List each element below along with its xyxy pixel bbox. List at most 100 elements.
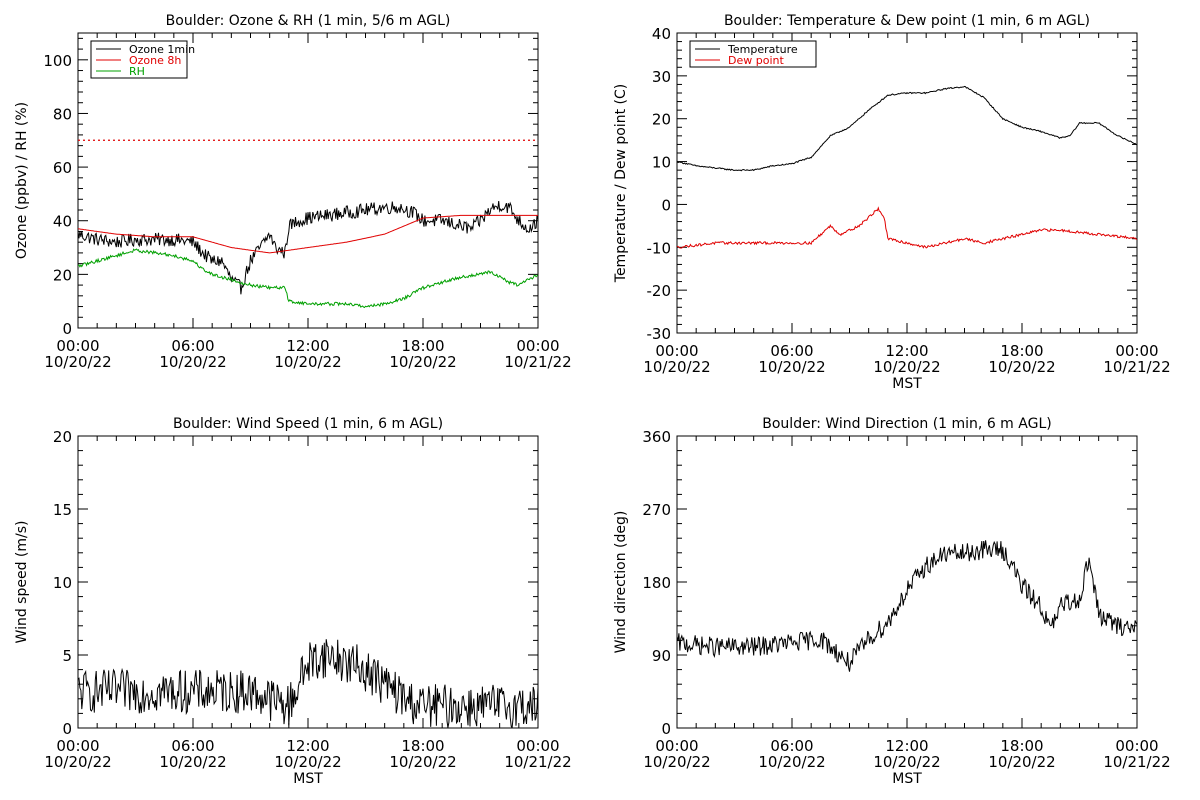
legend-label: Dew point	[728, 54, 784, 67]
y-tick-label: 0	[62, 320, 72, 338]
plot-area	[677, 85, 1137, 249]
panel-2: Boulder: Temperature & Dew point (1 min,…	[613, 13, 1171, 392]
plot-frame	[676, 32, 1138, 334]
y-axis-label: Ozone (ppbv) / RH (%)	[14, 102, 30, 259]
x-date-label: 10/20/22	[758, 358, 825, 376]
x-date-label: 10/20/22	[44, 353, 111, 371]
series-line-temperature	[677, 85, 1137, 172]
y-tick-label: 15	[53, 501, 72, 519]
x-date-label: 10/20/22	[44, 753, 111, 771]
x-date-label: 10/21/22	[504, 753, 571, 771]
x-tick-label: 18:00	[1000, 737, 1043, 755]
x-date-label: 10/21/22	[504, 353, 571, 371]
y-tick-label: -10	[647, 239, 672, 257]
series-line-series-1	[78, 639, 538, 728]
y-tick-label: 270	[642, 501, 671, 519]
x-tick-label: 06:00	[171, 737, 214, 755]
y-tick-label: 180	[642, 574, 671, 592]
x-tick-label: 12:00	[286, 337, 329, 355]
series-line-rh	[78, 248, 538, 309]
x-date-label: 10/20/22	[274, 353, 341, 371]
y-tick-label: -30	[647, 325, 672, 343]
x-date-label: 10/20/22	[758, 753, 825, 771]
x-tick-label: 18:00	[401, 337, 444, 355]
x-tick-label: 18:00	[401, 737, 444, 755]
panel-1: Boulder: Ozone & RH (1 min, 5/6 m AGL)00…	[14, 13, 572, 371]
x-date-label: 10/20/22	[873, 358, 940, 376]
legend-label: Ozone 8h	[129, 54, 181, 67]
y-tick-label: 40	[53, 213, 72, 231]
x-tick-label: 00:00	[655, 737, 698, 755]
chart-title: Boulder: Temperature & Dew point (1 min,…	[724, 13, 1090, 29]
y-tick-label: 0	[661, 720, 671, 738]
y-tick-label: 10	[53, 574, 72, 592]
x-axis-label: MST	[293, 771, 323, 787]
legend-box	[689, 40, 817, 68]
x-date-label: 10/20/22	[159, 353, 226, 371]
y-axis-label: Temperature / Dew point (C)	[613, 84, 629, 283]
y-tick-label: 30	[652, 68, 671, 86]
x-tick-label: 06:00	[770, 737, 813, 755]
x-tick-label: 00:00	[516, 337, 559, 355]
legend-label: Ozone 1min	[129, 43, 195, 56]
plot-frame	[676, 435, 1138, 729]
y-tick-label: 100	[43, 52, 72, 70]
y-axis-label: Wind speed (m/s)	[14, 521, 30, 644]
y-tick-label: 10	[652, 154, 671, 172]
y-tick-label: 20	[53, 266, 72, 284]
y-tick-label: 40	[652, 25, 671, 43]
y-tick-label: 20	[53, 428, 72, 446]
x-date-label: 10/20/22	[643, 358, 710, 376]
x-date-label: 10/20/22	[389, 353, 456, 371]
x-date-label: 10/20/22	[389, 753, 456, 771]
y-tick-label: 360	[642, 428, 671, 446]
x-axis-label: MST	[892, 376, 922, 392]
x-tick-label: 00:00	[1115, 342, 1158, 360]
y-tick-label: 0	[661, 196, 671, 214]
plot-frame	[77, 435, 539, 729]
y-tick-label: 60	[53, 159, 72, 177]
x-date-label: 10/20/22	[988, 753, 1055, 771]
x-tick-label: 00:00	[56, 337, 99, 355]
panel-3: Boulder: Wind Speed (1 min, 6 m AGL) 00:0…	[14, 416, 572, 787]
x-date-label: 10/20/22	[274, 753, 341, 771]
legend-label: Temperature	[727, 43, 798, 56]
x-tick-label: 12:00	[286, 737, 329, 755]
x-axis-label: MST	[892, 771, 922, 787]
plot-area	[78, 139, 538, 309]
y-tick-label: 0	[62, 720, 72, 738]
legend-label: RH	[129, 65, 145, 78]
y-tick-label: 80	[53, 105, 72, 123]
x-tick-label: 12:00	[885, 342, 928, 360]
x-tick-label: 00:00	[655, 342, 698, 360]
panel-4: Boulder: Wind Direction (1 min, 6 m AGL)…	[613, 416, 1171, 787]
x-date-label: 10/20/22	[988, 358, 1055, 376]
series-line-series-1	[677, 540, 1137, 672]
plot-area	[677, 540, 1137, 672]
series-line-ozone-1min	[78, 201, 538, 295]
x-tick-label: 06:00	[171, 337, 214, 355]
x-tick-label: 18:00	[1000, 342, 1043, 360]
chart-title: Boulder: Wind Speed (1 min, 6 m AGL)	[173, 416, 443, 432]
x-date-label: 10/21/22	[1103, 358, 1170, 376]
x-date-label: 10/21/22	[1103, 753, 1170, 771]
y-tick-label: 90	[652, 647, 671, 665]
x-tick-label: 06:00	[770, 342, 813, 360]
series-line-dew-point	[677, 206, 1137, 249]
plot-area	[78, 639, 538, 728]
y-tick-label: 5	[62, 647, 72, 665]
series-line-ozone-8h	[78, 214, 538, 254]
x-tick-label: 12:00	[885, 737, 928, 755]
y-tick-label: -20	[647, 282, 672, 300]
x-tick-label: 00:00	[516, 737, 559, 755]
x-tick-label: 00:00	[56, 737, 99, 755]
x-tick-label: 00:00	[1115, 737, 1158, 755]
x-date-label: 10/20/22	[873, 753, 940, 771]
x-date-label: 10/20/22	[643, 753, 710, 771]
chart-title: Boulder: Wind Direction (1 min, 6 m AGL)	[762, 416, 1051, 432]
x-date-label: 10/20/22	[159, 753, 226, 771]
y-tick-label: 20	[652, 111, 671, 129]
y-axis-label: Wind direction (deg)	[613, 511, 629, 654]
chart-title: Boulder: Ozone & RH (1 min, 5/6 m AGL)	[166, 13, 451, 29]
